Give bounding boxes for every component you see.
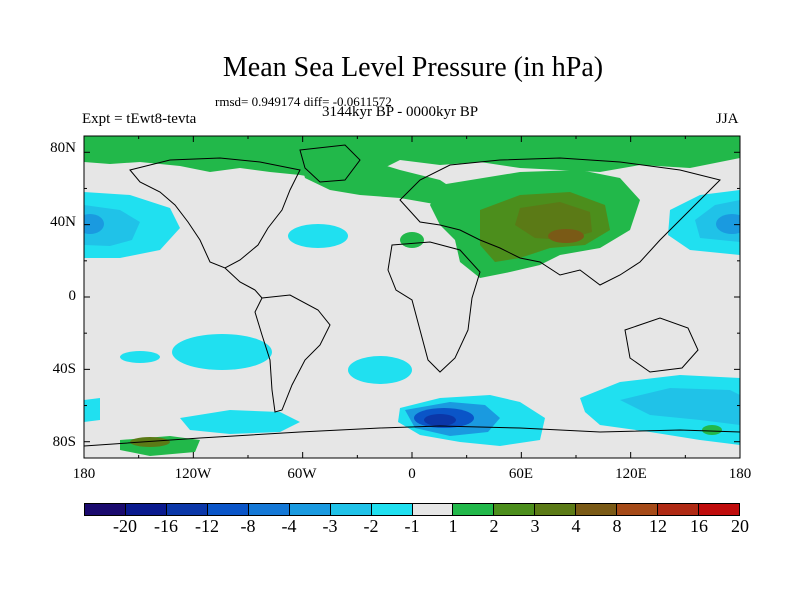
- anomaly-arctic-positive: [84, 136, 740, 180]
- legend-label: -2: [363, 516, 379, 536]
- legend-colorbar: [84, 503, 740, 516]
- legend-label: 4: [571, 516, 581, 536]
- coast-south-america: [254, 294, 331, 413]
- legend-swatch: [125, 504, 167, 515]
- legend-swatch: [289, 504, 331, 515]
- legend-label: 3: [530, 516, 540, 536]
- legend-swatch: [412, 504, 454, 515]
- anomaly-spacific-negative-2: [120, 351, 160, 363]
- lon-label-180-east: 180: [728, 466, 752, 482]
- lon-label-60e: 60E: [508, 466, 534, 482]
- axis-ticks: [83, 136, 741, 458]
- coast-australia: [624, 317, 699, 373]
- coast-north-america: [129, 157, 301, 269]
- chart-title: Mean Sea Level Pressure (in hPa): [222, 52, 604, 83]
- legend-label: -4: [281, 516, 297, 536]
- anomaly-satlantic-negative: [348, 356, 412, 384]
- legend-label: 2: [489, 516, 499, 536]
- legend-label: -8: [240, 516, 256, 536]
- legend-swatch: [330, 504, 372, 515]
- legend-swatch: [535, 504, 577, 515]
- legend-label: 8: [612, 516, 622, 536]
- legend-swatch: [494, 504, 536, 515]
- legend-label: -12: [195, 516, 219, 536]
- legend-swatch: [699, 504, 739, 515]
- experiment-label: Expt = tEwt8-tevta: [82, 111, 197, 127]
- period-label: 3144kyr BP - 0000kyr BP: [322, 104, 479, 120]
- anomaly-ross-positive: [702, 425, 722, 435]
- anomaly-greenland-positive: [300, 158, 470, 205]
- lat-label-40n: 40N: [50, 214, 76, 230]
- legend-label: 12: [649, 516, 667, 536]
- legend-swatch: [658, 504, 700, 515]
- legend-label: 20: [731, 516, 749, 536]
- anomaly-southern-atl-negative: [180, 410, 300, 434]
- coast-greenland: [299, 144, 361, 183]
- anomaly-southern-pacific-negative-2: [620, 388, 740, 425]
- coast-africa: [387, 241, 481, 373]
- legend-swatch: [617, 504, 659, 515]
- coast-eurasia: [399, 157, 721, 286]
- legend-label: -16: [154, 516, 178, 536]
- coastlines: [84, 144, 740, 447]
- lat-label-40s: 40S: [52, 361, 76, 377]
- legend-swatch: [207, 504, 249, 515]
- lon-label-120w: 120W: [174, 466, 212, 482]
- lon-label-0: 0: [408, 466, 416, 482]
- anomaly-npacific-east-core: [716, 214, 740, 234]
- coast-antarctica: [84, 425, 740, 447]
- coast-central-america: [224, 267, 263, 299]
- anomaly-southern-west-negative: [84, 398, 100, 422]
- anomaly-npacific-west-core: [84, 214, 104, 234]
- legend-label: -1: [404, 516, 420, 536]
- legend-label: 1: [448, 516, 458, 536]
- anomaly-npacific-west-negative-2: [84, 205, 140, 246]
- lon-label-180-west: 180: [72, 466, 96, 482]
- anomaly-tibet-positive: [548, 229, 584, 243]
- legend-swatch: [453, 504, 495, 515]
- legend-label: -3: [322, 516, 338, 536]
- season-label: JJA: [716, 111, 739, 127]
- anomaly-natlantic-negative: [288, 224, 348, 248]
- lon-label-60w: 60W: [287, 466, 317, 482]
- legend-swatch: [371, 504, 413, 515]
- legend-swatch: [576, 504, 618, 515]
- stats-text: rmsd= 0.949174 diff= -0.0611572: [215, 94, 392, 109]
- legend-swatch: [248, 504, 290, 515]
- lat-label-0: 0: [68, 288, 77, 304]
- legend-swatch: [85, 504, 126, 515]
- anomaly-antarctic-positive-core: [130, 437, 170, 447]
- legend-label: 16: [690, 516, 708, 536]
- lat-label-80s: 80S: [52, 434, 76, 450]
- lon-label-120e: 120E: [615, 466, 647, 482]
- lat-label-80n: 80N: [50, 140, 76, 156]
- anomaly-spacific-negative: [172, 334, 272, 370]
- legend-label: -20: [113, 516, 137, 536]
- anomaly-southern-indian-core-2: [424, 414, 456, 426]
- legend-swatch: [166, 504, 208, 515]
- anomaly-mediterranean-positive: [400, 232, 424, 248]
